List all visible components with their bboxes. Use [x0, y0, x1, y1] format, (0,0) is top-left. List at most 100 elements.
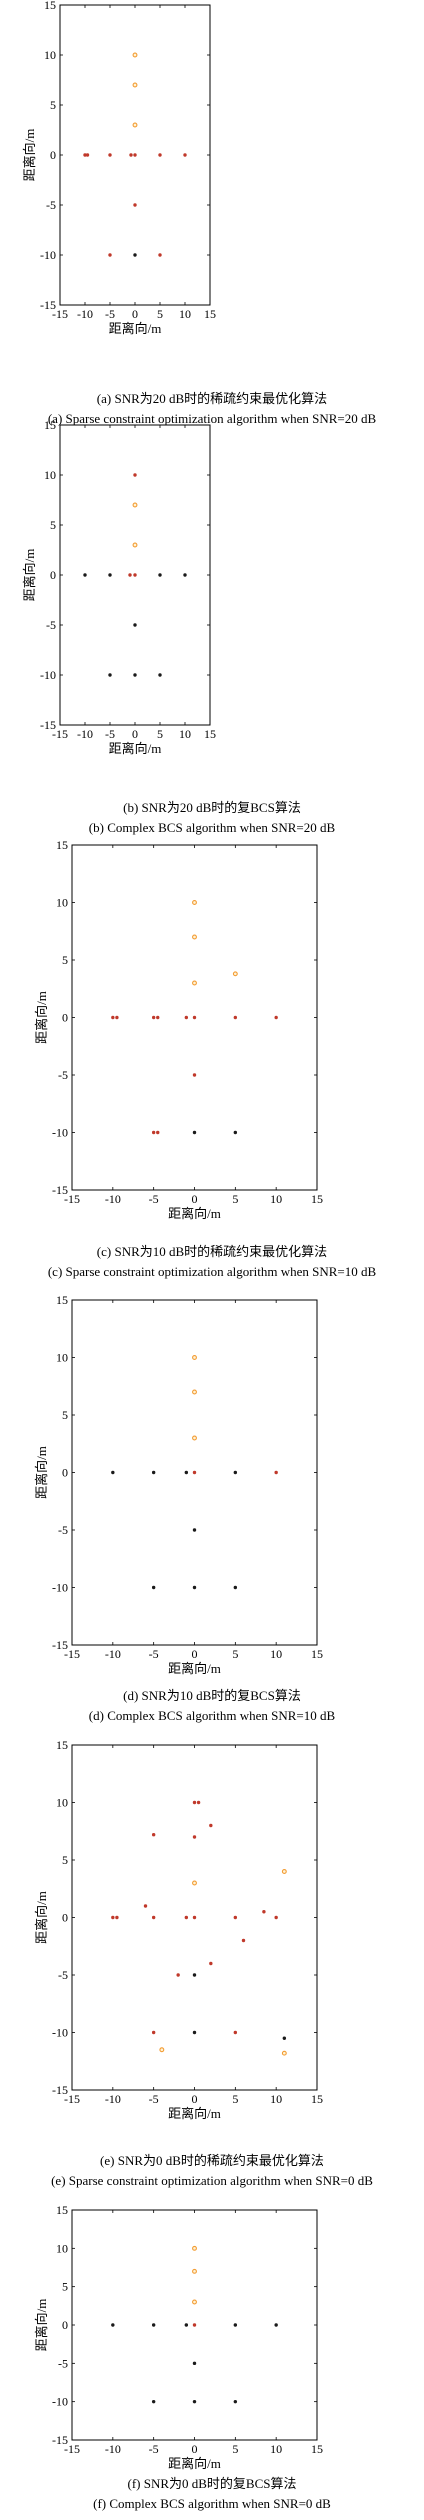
- panel-caption-en: (a) Sparse constraint optimization algor…: [48, 411, 377, 426]
- y-tick-label: 0: [62, 1911, 68, 1925]
- scatter-point: [133, 153, 137, 157]
- scatter-point: [83, 153, 87, 157]
- scatter-point: [133, 253, 137, 257]
- chart-panel: -15 -10 -5 0 5 10 15 -15 -10 -5 0 5 10 15 距离向/m 距离向/m: [34, 1738, 323, 2121]
- scatter-point: [192, 1389, 197, 1395]
- scatter-point: [232, 971, 238, 977]
- scatter-point: [274, 1470, 278, 1475]
- y-tick-label: -10: [52, 1126, 68, 1140]
- scatter-point: [133, 473, 137, 477]
- y-axis-label: 距离向/m: [22, 129, 37, 182]
- scatter-point: [133, 203, 137, 207]
- scatter-point: [151, 2323, 156, 2327]
- chart-panel: -15 -10 -5 0 5 10 15 -15 -10 -5 0 5 10 15 距离向/m 距离向/m: [34, 838, 323, 1221]
- x-tick-label: 15: [311, 1192, 323, 1206]
- scatter-point: [192, 1915, 197, 1920]
- scatter-point: [192, 1130, 197, 1135]
- panel-caption-cn: (b) SNR为20 dB时的复BCS算法: [123, 800, 301, 815]
- x-tick-label: -10: [105, 2442, 121, 2456]
- y-tick-label: 10: [44, 48, 56, 62]
- scatter-point: [132, 122, 138, 128]
- x-tick-label: 0: [192, 1192, 198, 1206]
- y-tick-label: 10: [56, 1796, 68, 1810]
- scatter-point: [108, 153, 112, 157]
- scatter-point: [111, 2323, 115, 2327]
- x-axis-label: 距离向/m: [168, 2106, 221, 2121]
- scatter-point: [192, 934, 197, 940]
- panel-caption-en: (d) Complex BCS algorithm when SNR=10 dB: [89, 1708, 336, 1723]
- scatter-point: [233, 2030, 238, 2035]
- scatter-point: [158, 673, 162, 677]
- x-tick-label: -10: [77, 727, 93, 741]
- y-tick-label: 15: [56, 1738, 68, 1752]
- x-tick-label: 10: [179, 727, 191, 741]
- y-tick-label: 5: [62, 2280, 68, 2294]
- scatter-point: [83, 573, 87, 577]
- scatter-point: [156, 1015, 160, 1020]
- scatter-point: [151, 1585, 156, 1590]
- x-tick-label: -5: [149, 2442, 159, 2456]
- x-tick-label: -10: [77, 307, 93, 321]
- y-axis-label: 距离向/m: [34, 2299, 49, 2352]
- x-tick-label: -10: [105, 1647, 121, 1661]
- y-tick-label: -10: [40, 248, 56, 262]
- scatter-point: [133, 673, 137, 677]
- y-tick-label: 5: [62, 1408, 68, 1422]
- x-tick-label: -15: [64, 1647, 80, 1661]
- panel-caption-en: (c) Sparse constraint optimization algor…: [48, 1264, 377, 1279]
- y-axis-label: 距离向/m: [34, 991, 49, 1044]
- y-tick-label: -5: [58, 1523, 68, 1537]
- x-tick-label: 10: [270, 2442, 282, 2456]
- scatter-point: [192, 2268, 197, 2274]
- panel-caption-en: (e) Sparse constraint optimization algor…: [51, 2173, 373, 2188]
- scatter-point: [132, 82, 138, 88]
- scatter-point: [192, 900, 197, 905]
- x-axis-label: 距离向/m: [168, 2456, 221, 2471]
- scatter-point: [184, 2323, 189, 2327]
- y-tick-label: 5: [62, 953, 68, 967]
- x-axis-label: 距离向/m: [109, 321, 162, 336]
- scatter-point: [262, 1910, 266, 1914]
- scatter-point: [158, 153, 162, 157]
- scatter-point: [158, 573, 162, 577]
- x-tick-label: 15: [311, 2442, 323, 2456]
- y-tick-label: 5: [62, 1853, 68, 1867]
- scatter-point: [159, 2047, 165, 2053]
- scatter-point: [192, 2299, 197, 2305]
- scatter-point: [132, 502, 138, 508]
- scatter-point: [281, 1869, 287, 1874]
- x-axis-label: 距离向/m: [168, 1661, 221, 1676]
- y-tick-label: 5: [50, 98, 56, 112]
- scatter-point: [192, 2030, 197, 2035]
- scatter-point: [151, 2030, 156, 2035]
- scatter-point: [192, 1973, 197, 1977]
- x-tick-label: -5: [105, 727, 115, 741]
- x-tick-label: -10: [105, 1192, 121, 1206]
- x-tick-label: 10: [270, 1647, 282, 1661]
- scatter-point: [233, 1470, 238, 1475]
- scatter-point: [133, 623, 137, 627]
- x-tick-label: 5: [232, 2092, 238, 2106]
- scatter-point: [233, 1585, 238, 1590]
- y-tick-label: -15: [52, 1183, 68, 1197]
- panel-caption-cn: (a) SNR为20 dB时的稀疏约束最优化算法: [97, 391, 327, 406]
- scatter-point: [151, 1915, 156, 1920]
- y-tick-label: -15: [52, 2083, 68, 2097]
- x-tick-label: -15: [52, 307, 68, 321]
- y-tick-label: 15: [56, 1293, 68, 1307]
- x-tick-label: 0: [132, 727, 138, 741]
- x-tick-label: 15: [311, 2092, 323, 2106]
- x-tick-label: 15: [204, 727, 216, 741]
- scatter-point: [281, 2050, 287, 2056]
- chart-panel: -15 -10 -5 0 5 10 15 -15 -10 -5 0 5 10 15 距离向/m 距离向/m: [34, 1293, 323, 1676]
- x-tick-label: 0: [192, 1647, 198, 1661]
- y-tick-label: 0: [62, 2318, 68, 2332]
- x-tick-label: 10: [270, 2092, 282, 2106]
- x-tick-label: 15: [204, 307, 216, 321]
- scatter-point: [176, 1973, 180, 1977]
- panel-caption-cn: (f) SNR为0 dB时的复BCS算法: [127, 2476, 296, 2491]
- y-tick-label: -10: [40, 668, 56, 682]
- scatter-point: [192, 1015, 197, 1020]
- x-tick-label: 15: [311, 1647, 323, 1661]
- y-tick-label: 15: [44, 418, 56, 432]
